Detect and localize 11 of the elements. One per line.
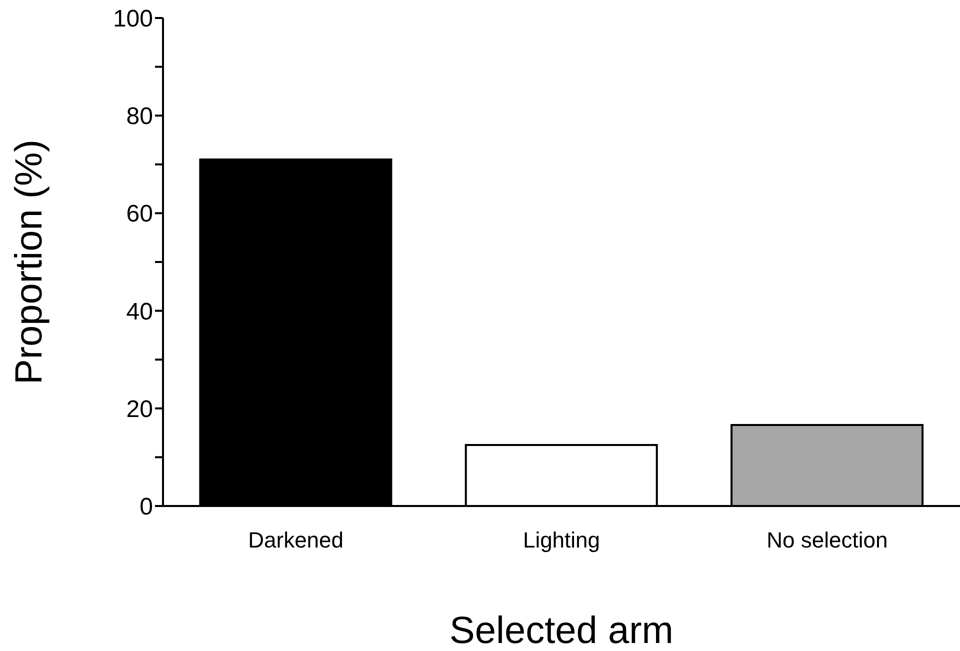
y-tick-label: 0 bbox=[140, 494, 153, 521]
y-tick-label: 20 bbox=[126, 396, 153, 423]
x-tick-label: Lighting bbox=[522, 528, 600, 553]
x-tick-label: Darkened bbox=[248, 528, 344, 553]
y-tick-label: 60 bbox=[126, 200, 153, 228]
y-tick-label: 100 bbox=[112, 6, 153, 33]
y-tick-label: 80 bbox=[126, 103, 153, 130]
y-tick-label: 40 bbox=[126, 298, 153, 326]
x-tick-label: No selection bbox=[766, 528, 888, 553]
x-axis-title: Selected arm bbox=[450, 610, 674, 651]
y-axis-title: Proportion (%) bbox=[8, 140, 50, 384]
